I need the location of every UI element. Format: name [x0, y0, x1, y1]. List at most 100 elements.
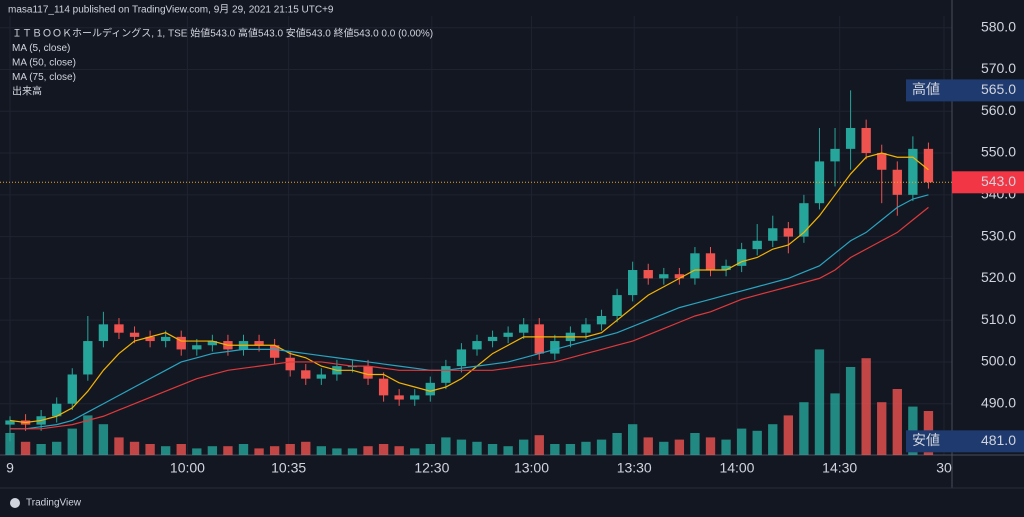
candle-body: [114, 324, 124, 333]
volume-bar: [534, 435, 544, 455]
candle-body: [581, 324, 591, 333]
volume-bar: [768, 424, 778, 455]
candle-body: [192, 345, 202, 350]
volume-bar: [52, 441, 62, 455]
volume-bar: [223, 446, 233, 455]
candle-body: [207, 341, 218, 346]
x-tick-label: 30: [936, 460, 952, 476]
volume-bar: [721, 439, 731, 455]
legend-entry: MA (75, close): [12, 72, 76, 83]
legend-entry: ＩＴＢＯＯＫホールディングス, 1, TSE 始値543.0 高値543.0 安…: [12, 27, 433, 40]
volume-bar: [472, 441, 482, 455]
candle-body: [98, 324, 109, 342]
volume-bar: [83, 415, 93, 455]
low_marker-box: [906, 430, 1024, 453]
ma-line: [9, 152, 929, 424]
volume-bar: [456, 439, 467, 455]
candle-body: [534, 324, 544, 354]
candle-body: [316, 374, 327, 379]
candle-body: [254, 341, 264, 346]
candle-body: [721, 265, 731, 271]
last-price-box: [952, 171, 1024, 194]
volume-bar: [519, 439, 529, 455]
volume-bar: [410, 448, 420, 455]
y-tick-label: 500.0: [981, 353, 1016, 369]
volume-bar: [285, 444, 295, 455]
tv-logo: [10, 498, 20, 508]
y-tick-label: 530.0: [981, 227, 1016, 243]
x-tick-label: 13:00: [514, 460, 549, 476]
y-tick-label: 490.0: [981, 394, 1016, 410]
volume-bar: [752, 430, 762, 455]
candle-body: [612, 295, 622, 316]
candle-body: [145, 336, 155, 342]
candle-body: [269, 345, 280, 358]
volume-bar: [269, 446, 280, 455]
candle-body: [861, 127, 871, 154]
volume-bar: [783, 415, 794, 455]
candle-body: [52, 403, 62, 417]
candle-body: [378, 378, 389, 396]
candle-body: [845, 127, 856, 149]
x-tick-label: 14:00: [719, 460, 754, 476]
candle-body: [83, 341, 93, 375]
candle-body: [550, 341, 560, 354]
y-tick-label: 510.0: [981, 311, 1016, 327]
volume-bar: [736, 428, 747, 455]
volume-bar: [378, 444, 389, 455]
volume-bar: [877, 402, 887, 455]
x-tick-label: 10:35: [271, 460, 306, 476]
volume-bar: [20, 441, 31, 455]
candle-body: [519, 324, 529, 333]
high_marker-name: 高値: [912, 81, 940, 97]
volume-bar: [799, 402, 809, 455]
candle-body: [830, 148, 840, 162]
volume-bar: [192, 448, 202, 455]
candle-body: [799, 203, 809, 237]
legend-entry: MA (5, close): [12, 43, 70, 54]
volume-bar: [627, 424, 638, 455]
legend-entry: 出来高: [12, 85, 42, 98]
volume-bar: [5, 433, 15, 455]
volume-bar: [394, 446, 404, 455]
candle-body: [472, 341, 482, 350]
candle-body: [5, 420, 15, 425]
volume-bar: [814, 349, 825, 455]
candle-body: [705, 253, 716, 271]
legend-entry: MA (50, close): [12, 58, 76, 69]
candle-body: [160, 336, 171, 342]
header: masa117_114 published on TradingView.com…: [8, 4, 334, 16]
volume-bar: [705, 437, 716, 455]
volume-bar: [238, 444, 249, 455]
volume-bar: [98, 424, 109, 455]
y-tick-label: 550.0: [981, 144, 1016, 160]
candle-body: [674, 274, 685, 279]
low_marker-name: 安値: [912, 432, 940, 448]
volume-bar: [674, 439, 685, 455]
x-tick-label: 13:30: [617, 460, 652, 476]
volume-bar: [830, 393, 840, 455]
volume-bar: [861, 358, 871, 455]
candle-body: [643, 270, 653, 279]
volume-bar: [845, 367, 856, 455]
ma-line: [10, 194, 929, 430]
volume-bar: [347, 448, 358, 455]
y-tick-label: 560.0: [981, 102, 1016, 118]
candle-body: [285, 357, 295, 371]
volume-bar: [550, 444, 560, 455]
volume-bar: [145, 444, 155, 455]
volume-bar: [363, 446, 373, 455]
volume-bar: [441, 437, 451, 455]
candle-body: [877, 153, 887, 170]
volume-bar: [129, 441, 140, 455]
volume-bar: [332, 448, 342, 455]
volume-bar: [612, 433, 622, 455]
candle-body: [736, 249, 747, 266]
grid: [0, 16, 952, 455]
volume-bar: [565, 444, 576, 455]
x-tick-label: 12:30: [414, 460, 449, 476]
volume-bar: [892, 389, 902, 455]
volume-bar: [316, 446, 327, 455]
candle-body: [752, 240, 762, 250]
